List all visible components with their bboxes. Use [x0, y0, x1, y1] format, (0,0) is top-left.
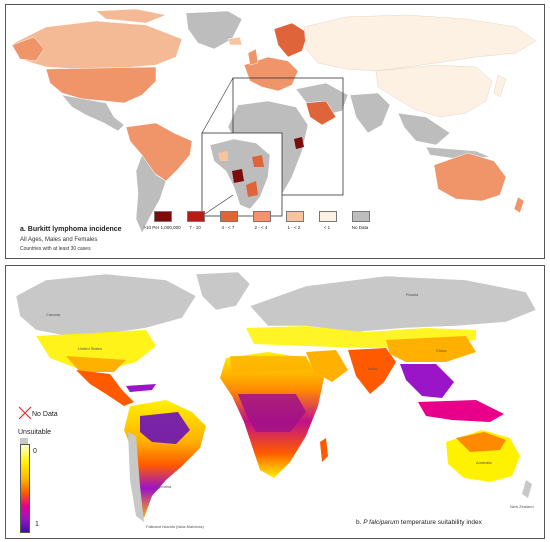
- falciparum-suitability-panel: Canada United States Brazil Russia China…: [5, 265, 545, 539]
- unsuitable-label: Unsuitable: [18, 429, 52, 436]
- canada: [13, 20, 183, 72]
- new-zealand: [513, 196, 525, 214]
- suitability-india: [348, 348, 396, 394]
- unsuitable-greenland: [195, 271, 251, 311]
- legend-swatch-label: 7 - 10: [189, 225, 201, 230]
- europe-west: [243, 56, 299, 92]
- scandinavia: [273, 22, 309, 58]
- burkitt-world-map: [11, 8, 537, 234]
- legend-swatch-label: 1 - < 2: [287, 225, 301, 230]
- burkitt-subtitle: All Ages, Males and Females: [20, 237, 98, 243]
- falciparum-world-map: Canada United States Brazil Russia China…: [15, 271, 537, 529]
- suitability-caribbean: [126, 384, 156, 392]
- unsuitable-north-america: [15, 273, 197, 337]
- unsuitable-andes: [128, 432, 144, 522]
- legend-swatch-label: 4 - < 7: [221, 225, 235, 230]
- ramp-min-label: 0: [33, 448, 37, 455]
- australia: [433, 152, 507, 202]
- label-russia: Russia: [406, 292, 419, 297]
- label-falklands: Falkland Islands (Islas Malvinas): [146, 524, 204, 529]
- suitability-north-australia: [456, 432, 506, 452]
- burkitt-title: a. Burkitt lymphoma incidence: [20, 226, 122, 233]
- burkitt-legend-text: a. Burkitt lymphoma incidence All Ages, …: [20, 226, 122, 252]
- legend-swatch: [286, 211, 304, 222]
- russia: [303, 14, 537, 72]
- label-argentina: Argentina: [154, 484, 172, 489]
- caption-species: P falciparum: [363, 519, 400, 526]
- uganda: [294, 137, 304, 149]
- label-united-states: United States: [78, 346, 102, 351]
- suitability-southeast-asia: [400, 364, 454, 398]
- suitability-madagascar: [320, 438, 328, 462]
- label-new-zealand: New Zealand: [510, 504, 534, 509]
- unsuitable-new-zealand: [522, 480, 532, 498]
- alaska: [11, 36, 45, 62]
- south-america-north: [125, 122, 193, 182]
- arctic-islands: [95, 8, 167, 24]
- south-asia: [349, 92, 391, 134]
- unsuitable-swatch: [20, 438, 28, 444]
- japan: [493, 74, 507, 98]
- burkitt-color-legend: >10 Per 1,000,000 7 - 10 4 - < 7 2 - < 4 1 -…: [143, 211, 394, 251]
- burkitt-note: Countries with at least 30 cases: [20, 246, 91, 252]
- suitability-us-south: [66, 356, 126, 372]
- suitability-central-america: [76, 370, 134, 406]
- suitability-indonesia: [418, 400, 504, 422]
- zoom-connector-1: [201, 77, 234, 134]
- legend-swatch: [352, 211, 370, 222]
- legend-swatch: [319, 211, 337, 222]
- iceland: [227, 36, 243, 46]
- china-east-asia: [375, 64, 493, 118]
- inset-high-incidence-3: [218, 151, 228, 161]
- zoom-connector-2: [201, 194, 234, 217]
- suitability-color-ramp: [20, 444, 30, 533]
- united-states: [45, 66, 157, 104]
- unsuitable-eurasia: [249, 275, 537, 333]
- suitability-sahara: [230, 356, 312, 372]
- inset-high-incidence-1: [232, 169, 244, 183]
- uk: [247, 48, 259, 66]
- inset-high-incidence-4: [252, 155, 264, 167]
- legend-swatch-label: 2 - < 4: [254, 225, 268, 230]
- southeast-asia: [397, 112, 451, 146]
- caption-prefix: b.: [356, 519, 364, 526]
- label-china: China: [436, 348, 447, 353]
- legend-swatch: [220, 211, 238, 222]
- legend-swatch: [253, 211, 271, 222]
- label-australia: Australia: [476, 460, 492, 465]
- suitability-amazon: [140, 412, 190, 444]
- legend-swatch: [187, 211, 205, 222]
- ramp-max-label: 1: [35, 521, 39, 528]
- label-canada: Canada: [46, 312, 61, 317]
- legend-swatch-label: >10 Per 1,000,000: [143, 225, 181, 230]
- saudi-arabia: [305, 100, 337, 126]
- burkitt-incidence-map-panel: a. Burkitt lymphoma incidence All Ages, …: [5, 4, 545, 259]
- legend-swatch-label: < 1: [323, 225, 331, 230]
- south-america-south: [135, 154, 167, 234]
- legend-swatch: [154, 211, 172, 222]
- falciparum-caption: b. P falciparum temperature suitability …: [356, 519, 482, 526]
- no-data-cross-icon: [18, 406, 32, 420]
- label-brazil: Brazil: [166, 438, 176, 443]
- suitability-central-africa: [238, 394, 306, 432]
- label-india: India: [368, 366, 377, 371]
- mexico: [61, 94, 125, 132]
- caption-suffix: temperature suitability index: [399, 519, 482, 526]
- suitability-arabia: [306, 350, 348, 382]
- inset-high-incidence-2: [246, 181, 258, 197]
- suitability-china-south: [386, 336, 476, 362]
- suitability-legend: No Data Unsuitable 0 1: [16, 400, 76, 533]
- legend-swatch-label: No Data: [351, 225, 369, 230]
- no-data-label: No Data: [32, 411, 58, 418]
